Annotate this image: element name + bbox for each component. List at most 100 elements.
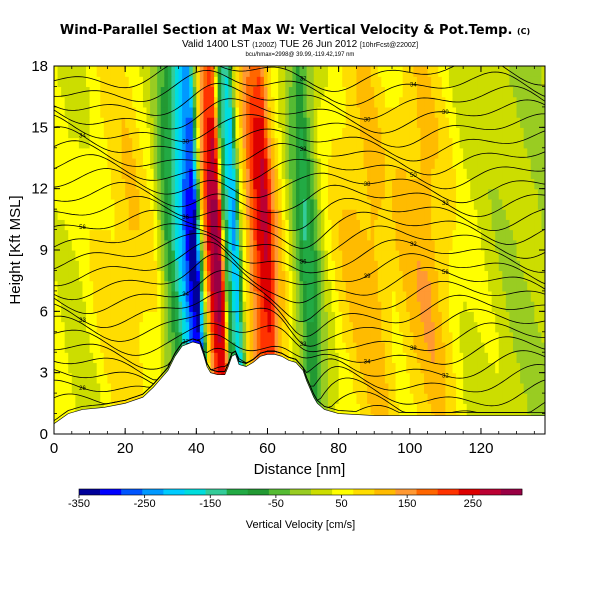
vv-cell	[139, 290, 144, 302]
vv-cell	[174, 219, 180, 231]
vv-cell	[93, 372, 98, 384]
vv-cell	[96, 188, 101, 200]
vv-cell	[466, 117, 471, 128]
vv-cell	[377, 280, 382, 292]
vv-cell	[89, 168, 94, 180]
vv-cell	[512, 321, 518, 333]
vv-cell	[523, 280, 528, 292]
vv-cell	[484, 137, 489, 149]
vv-cell	[523, 219, 528, 231]
vv-cell	[420, 352, 425, 364]
vv-cell	[306, 66, 311, 77]
vv-cell	[57, 239, 62, 251]
vv-cell	[388, 209, 393, 220]
vv-cell	[406, 127, 411, 139]
vv-cell	[114, 301, 119, 312]
vv-cell	[459, 342, 464, 353]
vv-cell	[363, 393, 368, 404]
vv-cell	[267, 127, 272, 139]
vv-cell	[228, 260, 233, 272]
vv-cell	[377, 229, 382, 241]
vv-cell	[331, 321, 336, 333]
vv-cell	[68, 372, 73, 384]
vv-cell	[324, 372, 329, 384]
vv-cell	[214, 117, 219, 128]
vv-cell	[520, 301, 525, 312]
vv-cell	[402, 321, 407, 333]
vv-cell	[413, 342, 418, 353]
vv-cell	[114, 96, 119, 108]
vv-cell	[121, 239, 126, 251]
vv-cell	[452, 352, 457, 364]
vv-cell	[132, 117, 137, 128]
vv-cell	[512, 260, 518, 272]
vv-cell	[392, 250, 397, 261]
vv-cell	[480, 96, 486, 108]
vv-cell	[75, 342, 80, 353]
vv-cell	[491, 352, 496, 364]
vv-cell	[456, 290, 461, 302]
vv-cell	[203, 168, 208, 180]
vv-cell	[416, 301, 422, 312]
vv-cell	[480, 362, 486, 374]
vv-cell	[89, 219, 94, 231]
vv-cell	[409, 280, 414, 292]
vv-cell	[110, 372, 116, 384]
vv-cell	[274, 147, 279, 159]
vv-cell	[110, 250, 116, 261]
vv-cell	[82, 342, 87, 353]
vv-cell	[370, 280, 375, 292]
vv-cell	[495, 393, 500, 404]
vv-cell	[203, 239, 208, 251]
vv-cell	[324, 76, 329, 88]
vv-cell	[242, 178, 247, 190]
vv-cell	[82, 352, 87, 364]
vv-cell	[100, 168, 105, 180]
vv-cell	[427, 158, 432, 169]
vv-cell	[285, 96, 290, 108]
vv-cell	[142, 352, 148, 364]
vv-cell	[142, 270, 148, 282]
vv-cell	[438, 250, 443, 261]
vv-cell	[431, 352, 436, 364]
vv-cell	[303, 188, 308, 200]
vv-cell	[445, 270, 450, 282]
vv-cell	[210, 301, 215, 312]
vv-cell	[228, 270, 233, 282]
vv-cell	[61, 209, 66, 220]
vv-cell	[537, 301, 543, 312]
vv-cell	[153, 86, 158, 98]
vv-cell	[157, 229, 162, 241]
vv-cell	[509, 311, 514, 323]
vv-cell	[288, 137, 293, 149]
vv-cell	[431, 127, 436, 139]
vv-cell	[352, 270, 358, 282]
vv-cell	[335, 250, 340, 261]
vv-cell	[537, 117, 543, 128]
vv-cell	[363, 86, 368, 98]
vv-cell	[345, 239, 350, 251]
vv-cell	[100, 260, 105, 272]
vv-cell	[214, 198, 219, 210]
vv-cell	[64, 331, 69, 343]
vv-cell	[221, 158, 226, 169]
vv-cell	[477, 372, 482, 384]
vv-cell	[231, 229, 237, 241]
vv-cell	[75, 280, 80, 292]
vv-cell	[285, 188, 290, 200]
vv-cell	[107, 158, 112, 169]
vv-cell	[303, 301, 308, 312]
vv-cell	[239, 260, 244, 272]
vv-cell	[359, 290, 365, 302]
vv-cell	[445, 178, 450, 190]
vv-cell	[189, 270, 194, 282]
vv-cell	[274, 198, 279, 210]
vv-cell	[434, 209, 439, 220]
vv-cell	[160, 117, 165, 128]
vv-cell	[157, 76, 162, 88]
vv-cell	[271, 342, 276, 353]
vv-cell	[96, 158, 101, 169]
vv-cell	[363, 96, 368, 108]
vv-cell	[235, 178, 240, 190]
vv-cell	[470, 147, 475, 159]
